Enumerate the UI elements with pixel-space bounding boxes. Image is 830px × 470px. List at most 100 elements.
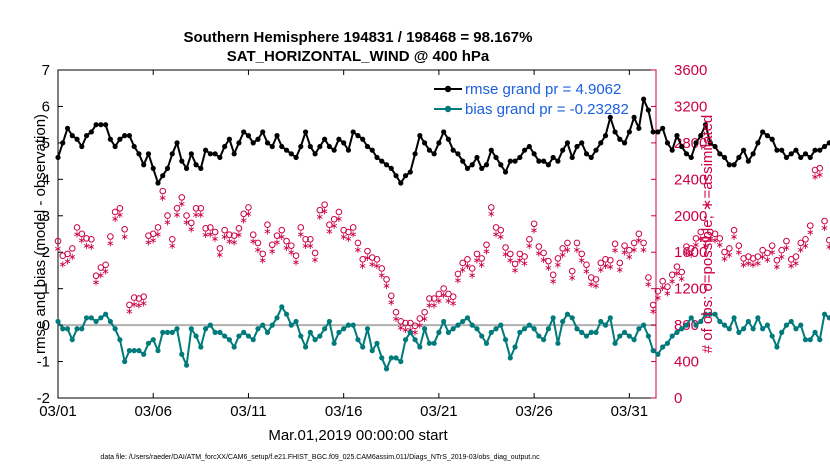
obs-possible-point (430, 295, 438, 302)
rmse-point (445, 136, 452, 142)
obs-possible-point (507, 250, 514, 258)
obs-assimilated-point: ∗ (639, 245, 647, 256)
obs-possible-point (235, 225, 243, 232)
x-tick-label: 03/01 (39, 403, 77, 420)
obs-possible-point (821, 217, 828, 225)
rmse-point (602, 133, 609, 139)
bias-point (407, 329, 413, 335)
obs-assimilated-point: ∗ (278, 232, 286, 243)
y2-tick-label: 0 (674, 390, 682, 407)
bias-point (64, 326, 71, 332)
bias-point (755, 315, 761, 321)
rmse-point (126, 133, 133, 139)
bias-point (588, 329, 594, 335)
y-tick-label: 2 (42, 244, 50, 261)
rmse-point (317, 143, 323, 150)
rmse-point (69, 133, 75, 139)
bias-point (212, 329, 218, 335)
obs-possible-point (635, 230, 643, 238)
bias-point (155, 348, 161, 354)
bias-point (79, 326, 85, 332)
rmse-point (312, 151, 318, 157)
bias-point (183, 362, 190, 368)
obs-possible-point (692, 235, 700, 242)
rmse-point (598, 140, 604, 146)
rmse-point (74, 136, 80, 142)
bias-point (812, 329, 818, 335)
obs-assimilated-point: ∗ (582, 267, 590, 278)
obs-possible-point (226, 231, 233, 239)
rmse-point (193, 162, 199, 168)
obs-assimilated-point: ∗ (401, 325, 409, 336)
obs-assimilated-point: ∗ (530, 226, 538, 237)
obs-possible-point (564, 239, 571, 247)
obs-assimilated-point: ∗ (106, 238, 114, 249)
obs-possible-point (516, 250, 524, 258)
obs-possible-point (554, 255, 562, 262)
y2-tick-label: 3200 (674, 98, 707, 115)
obs-possible-point (797, 239, 805, 247)
y2-axis-label: # of obs: o=possible; ∗=assimilated (699, 115, 716, 354)
rmse-point (693, 140, 699, 146)
bias-point (341, 326, 347, 332)
rmse-point (236, 140, 242, 146)
obs-assimilated-point: ∗ (378, 270, 386, 281)
rmse-point (388, 165, 394, 171)
bias-point (493, 326, 499, 332)
bias-point (460, 318, 466, 325)
bias-point (74, 326, 80, 332)
obs-assimilated-point: ∗ (768, 247, 776, 258)
rmse-point (307, 143, 313, 150)
obs-assimilated-point: ∗ (144, 237, 152, 248)
obs-assimilated-point: ∗ (592, 281, 600, 292)
obs-assimilated-point: ∗ (163, 217, 171, 228)
obs-assimilated-point: ∗ (644, 279, 652, 290)
rmse-point (474, 154, 480, 161)
bias-point (655, 351, 661, 357)
bias-point (241, 329, 247, 335)
obs-possible-point (626, 246, 633, 254)
obs-assimilated-point: ∗ (478, 260, 486, 271)
rmse-point (631, 114, 637, 120)
bias-point (207, 322, 213, 328)
bias-point (617, 333, 623, 339)
obs-possible-point (726, 245, 733, 252)
rmse-point (741, 147, 747, 153)
bias-point (174, 326, 180, 332)
rmse-point (469, 162, 475, 168)
obs-possible-point (387, 292, 395, 300)
obs-possible-point (440, 285, 447, 292)
obs-possible-point (207, 224, 214, 231)
rmse-point (336, 136, 342, 142)
obs-possible-point (802, 235, 809, 243)
bias-point (707, 311, 713, 317)
obs-assimilated-point: ∗ (68, 252, 76, 263)
bias-point (388, 355, 394, 361)
rmse-point (112, 143, 118, 150)
obs-possible-point (716, 235, 724, 242)
obs-assimilated-point: ∗ (487, 209, 495, 220)
rmse-point (698, 133, 704, 139)
rmse-point (526, 143, 532, 150)
obs-possible-point (349, 224, 357, 231)
obs-possible-point (245, 204, 252, 211)
obs-possible-point (330, 215, 338, 223)
rmse-point (222, 143, 228, 150)
obs-assimilated-point: ∗ (263, 227, 271, 238)
rmse-point (160, 173, 166, 179)
rmse-point (769, 136, 775, 142)
bias-point (255, 326, 261, 332)
obs-assimilated-point: ∗ (468, 270, 476, 281)
bias-point (788, 318, 794, 325)
rmse-point (483, 162, 490, 168)
bias-point (279, 304, 285, 310)
obs-possible-point (449, 293, 457, 300)
rmse-point (407, 169, 413, 175)
obs-assimilated-point: ∗ (444, 296, 452, 307)
rmse-point (141, 162, 147, 168)
obs-assimilated-point: ∗ (792, 258, 800, 269)
bias-point (483, 340, 490, 346)
bias-point (441, 318, 447, 325)
obs-possible-point (483, 241, 490, 249)
obs-assimilated-point: ∗ (663, 288, 671, 299)
